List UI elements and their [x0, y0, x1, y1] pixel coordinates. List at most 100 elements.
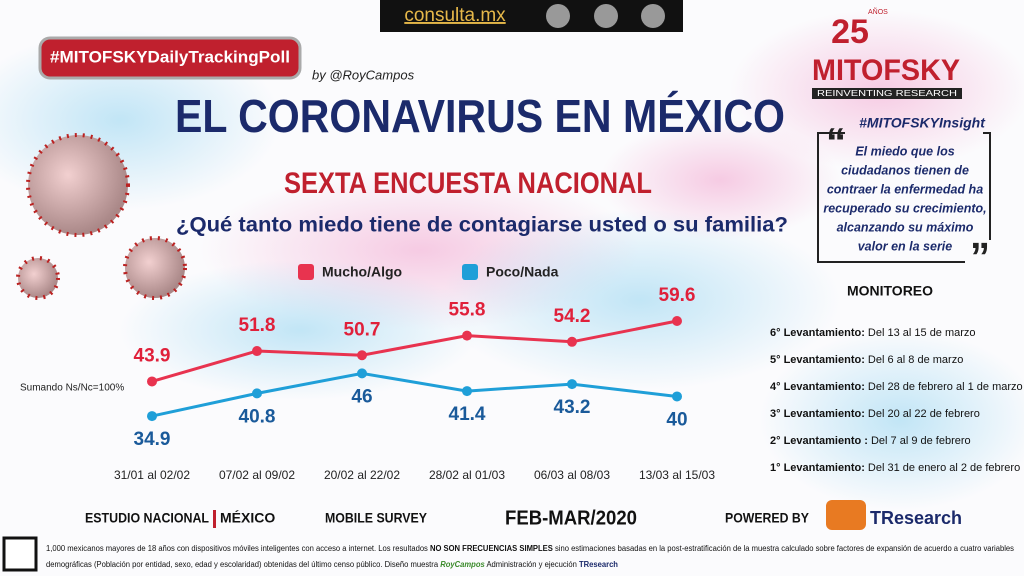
- row-text: Del 28 de febrero al 1 de marzo: [865, 381, 1023, 393]
- footnote-line2: demográficas (Población por entidad, sex…: [46, 560, 618, 569]
- row-text: Del 7 al 9 de febrero: [868, 435, 971, 447]
- data-point: [462, 330, 472, 341]
- svg-text:”: ”: [970, 236, 990, 280]
- data-label: 46: [351, 386, 372, 407]
- footer-powered: POWERED BY: [725, 510, 810, 526]
- footnote-part: demográficas (Población por entidad, sex…: [46, 560, 440, 569]
- footnote-part: Administración y ejecución: [485, 560, 579, 569]
- data-label: 34.9: [134, 429, 171, 450]
- question: ¿Qué tanto miedo tiene de contagiarse us…: [176, 214, 788, 237]
- insight-text: El miedo que los ciudadanos tienen de cont…: [823, 144, 986, 253]
- row-text: Del 20 al 22 de febrero: [865, 408, 980, 420]
- data-label: 40.8: [239, 406, 276, 427]
- footnote-part: 1,000 mexicanos mayores de 18 años con d…: [46, 544, 430, 553]
- monitoreo-title: MONITOREO: [847, 283, 933, 299]
- data-label: 43.2: [554, 397, 591, 418]
- data-point: [357, 368, 367, 379]
- insight-line: alcanzando su máximo: [837, 220, 974, 234]
- footer-period: FEB-MAR/2020: [505, 507, 637, 529]
- monitoreo-row: 4° Levantamiento: Del 28 de febrero al 1…: [770, 381, 1023, 393]
- logo-years: 25: [831, 13, 869, 51]
- monitoreo-row: 6° Levantamiento: Del 13 al 15 de marzo: [770, 327, 976, 339]
- svg-text:“: “: [826, 121, 846, 165]
- logo-name: MITOFSKY: [812, 54, 960, 87]
- row-label: 5° Levantamiento:: [770, 354, 865, 366]
- chart-subtitle: SEXTA ENCUESTA NACIONAL: [284, 167, 652, 200]
- footnote-part: sino estimaciones basadas en la post-est…: [553, 544, 1014, 553]
- tresearch-icon: [826, 500, 866, 530]
- data-point: [252, 346, 262, 357]
- data-label: 55.8: [449, 300, 486, 321]
- footnote-part: NO SON FRECUENCIAS SIMPLES: [430, 544, 553, 553]
- legend-swatch: [462, 264, 478, 280]
- logo: 25 AÑOS MITOFSKY REINVENTING RESEARCH: [812, 7, 962, 99]
- data-label: 54.2: [554, 306, 591, 327]
- insight-line: valor en la serie: [858, 239, 953, 253]
- virus-illustrations: [16, 133, 187, 300]
- data-point: [147, 376, 157, 387]
- top-bar: consulta.mx: [380, 0, 683, 32]
- qr-code[interactable]: [2, 536, 38, 572]
- monitoreo-row: 2° Levantamiento : Del 7 al 9 de febrero: [770, 435, 971, 447]
- chart-title: EL CORONAVIRUS EN MÉXICO: [175, 90, 785, 142]
- site-link[interactable]: consulta.mx: [404, 5, 506, 26]
- insight-hashtag: #MITOFSKYInsight: [859, 115, 986, 131]
- data-label: 40: [666, 409, 687, 430]
- monitoreo-row: 3° Levantamiento: Del 20 al 22 de febrer…: [770, 408, 980, 420]
- data-point: [672, 391, 682, 402]
- series-line: [151, 319, 678, 383]
- x-tick-label: 07/02 al 09/02: [219, 468, 295, 482]
- legend-label: Mucho/Algo: [322, 264, 402, 280]
- data-point: [567, 379, 577, 390]
- note: Sumando Ns/Nc=100%: [20, 383, 124, 394]
- logo-tagline: REINVENTING RESEARCH: [817, 89, 957, 98]
- row-label: 6° Levantamiento:: [770, 327, 865, 339]
- legend-swatch: [298, 264, 314, 280]
- footer-survey: MOBILE SURVEY: [325, 510, 428, 526]
- data-point: [567, 336, 577, 347]
- x-tick-label: 20/02 al 22/02: [324, 468, 400, 482]
- data-label: 50.7: [344, 319, 381, 340]
- row-label: 4° Levantamiento:: [770, 381, 865, 393]
- x-tick-label: 13/03 al 15/03: [639, 468, 715, 482]
- data-label: 41.4: [449, 404, 486, 425]
- data-label: 51.8: [239, 315, 276, 336]
- twitter-icon[interactable]: [546, 4, 570, 28]
- legend-label: Poco/Nada: [486, 264, 559, 280]
- data-point: [252, 388, 262, 399]
- hashtag: #MITOFSKYDailyTrackingPoll: [50, 47, 290, 66]
- insight-line: ciudadanos tienen de: [841, 163, 969, 177]
- logo-years-label: AÑOS: [868, 7, 888, 16]
- youtube-icon[interactable]: [641, 4, 665, 28]
- row-text: Del 13 al 15 de marzo: [865, 327, 976, 339]
- row-label: 3° Levantamiento:: [770, 408, 865, 420]
- x-tick-label: 06/03 al 08/03: [534, 468, 610, 482]
- insight-line: contraer la enfermedad ha: [827, 182, 983, 196]
- monitoreo-row: 5° Levantamiento: Del 6 al 8 de marzo: [770, 354, 963, 366]
- insight-line: recuperado su crecimiento,: [823, 201, 986, 215]
- hashtag-badge: [38, 36, 302, 80]
- footnote-part: RoyCampos: [440, 560, 485, 569]
- facebook-icon[interactable]: [594, 4, 618, 28]
- series-line: [151, 371, 678, 418]
- byline: by @RoyCampos: [312, 67, 415, 82]
- data-point: [462, 386, 472, 397]
- footer-country: MÉXICO: [220, 510, 275, 526]
- data-point: [357, 350, 367, 361]
- data-point: [672, 316, 682, 326]
- x-tick-label: 28/02 al 01/03: [429, 468, 505, 482]
- footnote-part: TResearch: [579, 560, 618, 569]
- data-point: [147, 411, 157, 422]
- footer-brand: TResearch: [870, 508, 962, 528]
- footer: ESTUDIO NACIONAL MÉXICO MOBILE SURVEY FE…: [2, 500, 1014, 572]
- footnote-line1: 1,000 mexicanos mayores de 18 años con d…: [46, 544, 1014, 553]
- footer-study: ESTUDIO NACIONAL: [85, 510, 209, 526]
- background-blobs: [0, 10, 1024, 510]
- monitoreo-row: 1° Levantamiento: Del 31 de enero al 2 d…: [770, 462, 1020, 474]
- insight-box: “ ” #MITOFSKYInsight: [817, 115, 991, 280]
- insight-line: El miedo que los: [855, 144, 954, 158]
- monitoreo-list: 6° Levantamiento: Del 13 al 15 de marzo 5…: [770, 327, 1023, 474]
- data-label: 43.9: [134, 345, 171, 366]
